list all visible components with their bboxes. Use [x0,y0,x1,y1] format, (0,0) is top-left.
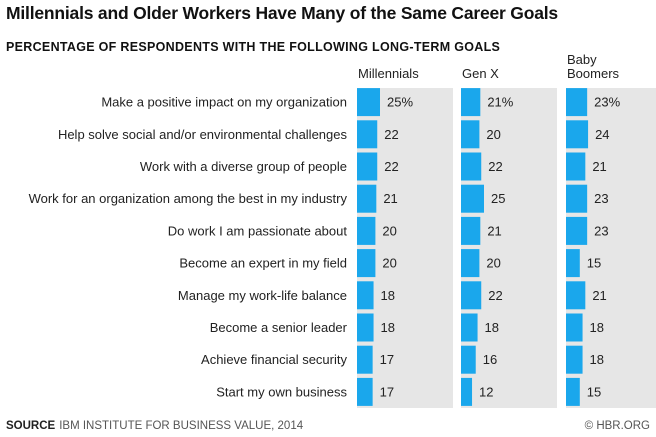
source-label: SOURCE [6,420,56,432]
value-label-gen-x-1: 21% [487,95,513,110]
value-label-gen-x-8: 18 [485,320,499,335]
value-label-baby-boomers-9: 18 [590,352,604,367]
value-label-baby-boomers-1: 23% [594,95,620,110]
bar-millennials-1 [357,88,380,117]
bar-millennials-3 [357,152,378,181]
bar-gen-x-1 [461,88,481,117]
credit-text: © HBR.ORG [584,420,650,432]
bar-millennials-2 [357,120,378,149]
source-text: IBM INSTITUTE FOR BUSINESS VALUE, 2014 [59,420,304,432]
value-label-millennials-3: 22 [384,159,398,174]
bar-baby-boomers-6 [566,249,580,278]
value-label-gen-x-10: 12 [479,384,493,399]
bar-baby-boomers-10 [566,377,580,406]
value-label-millennials-7: 18 [381,288,395,303]
bar-millennials-7 [357,281,374,310]
bar-gen-x-4 [461,184,484,213]
value-label-millennials-5: 20 [382,223,396,238]
bar-baby-boomers-4 [566,184,588,213]
value-label-baby-boomers-7: 21 [592,288,606,303]
value-label-millennials-2: 22 [384,127,398,142]
bar-baby-boomers-3 [566,152,586,181]
chart-subtitle: PERCENTAGE OF RESPONDENTS WITH THE FOLLO… [6,40,501,54]
bar-gen-x-8 [461,313,478,342]
bar-gen-x-10 [461,377,473,406]
series-header-gen-x: Gen X [462,66,499,81]
chart-title: Millennials and Older Workers Have Many … [6,3,558,23]
value-label-gen-x-2: 20 [486,127,500,142]
bar-gen-x-6 [461,249,480,278]
bar-baby-boomers-7 [566,281,586,310]
value-label-baby-boomers-8: 18 [590,320,604,335]
value-label-gen-x-4: 25 [491,191,505,206]
category-label-3: Work with a diverse group of people [140,159,347,174]
value-label-millennials-10: 17 [380,384,394,399]
value-label-gen-x-5: 21 [487,223,501,238]
category-label-5: Do work I am passionate about [168,223,348,238]
category-label-6: Become an expert in my field [179,256,347,271]
bar-gen-x-2 [461,120,480,149]
bar-gen-x-3 [461,152,482,181]
category-label-8: Become a senior leader [210,320,348,335]
bar-baby-boomers-1 [566,88,588,117]
bar-gen-x-5 [461,216,481,245]
value-label-gen-x-9: 16 [483,352,497,367]
value-label-baby-boomers-4: 23 [594,191,608,206]
bar-millennials-8 [357,313,374,342]
series-header-millennials: Millennials [358,66,419,81]
bar-millennials-9 [357,345,373,374]
bar-millennials-4 [357,184,377,213]
source-note: SOURCE IBM INSTITUTE FOR BUSINESS VALUE, … [6,420,303,432]
value-label-millennials-6: 20 [382,256,396,271]
value-label-baby-boomers-10: 15 [587,384,601,399]
bar-gen-x-9 [461,345,476,374]
bar-baby-boomers-2 [566,120,589,149]
category-label-10: Start my own business [216,384,347,399]
bar-baby-boomers-5 [566,216,588,245]
value-label-baby-boomers-6: 15 [587,256,601,271]
value-label-millennials-4: 21 [383,191,397,206]
category-label-4: Work for an organization among the best … [29,191,348,206]
value-label-baby-boomers-3: 21 [592,159,606,174]
bar-baby-boomers-8 [566,313,583,342]
value-label-gen-x-3: 22 [488,159,502,174]
series-header-baby-boomers-line-2: Boomers [567,66,620,81]
bar-millennials-6 [357,249,376,278]
category-label-7: Manage my work-life balance [178,288,347,303]
value-label-millennials-1: 25% [387,95,413,110]
value-label-gen-x-6: 20 [486,256,500,271]
bar-baby-boomers-9 [566,345,583,374]
bar-millennials-5 [357,216,376,245]
category-label-1: Make a positive impact on my organizatio… [101,95,347,110]
bar-millennials-10 [357,377,373,406]
value-label-millennials-8: 18 [381,320,395,335]
series-header-baby-boomers-line-1: Baby [567,52,597,67]
value-label-baby-boomers-5: 23 [594,223,608,238]
value-label-millennials-9: 17 [380,352,394,367]
category-label-2: Help solve social and/or environmental c… [58,127,348,142]
category-label-9: Achieve financial security [201,352,347,367]
value-label-baby-boomers-2: 24 [595,127,609,142]
bar-gen-x-7 [461,281,482,310]
value-label-gen-x-7: 22 [488,288,502,303]
